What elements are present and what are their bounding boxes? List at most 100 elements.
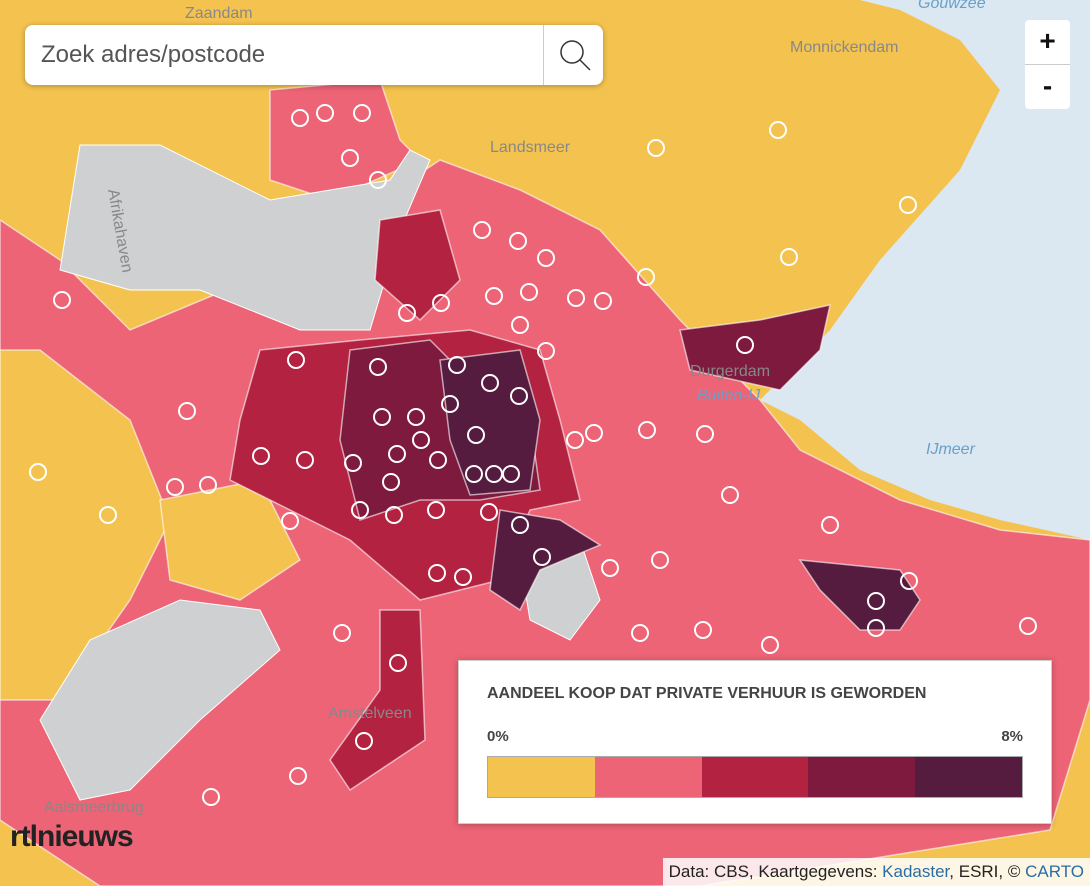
attribution-text: , ESRI, ©: [949, 862, 1026, 881]
zoom-out[interactable]: -: [1025, 65, 1070, 109]
location-marker: [821, 516, 839, 534]
location-marker: [29, 463, 47, 481]
location-marker: [166, 478, 184, 496]
attribution-link[interactable]: Kadaster: [882, 862, 950, 881]
location-marker: [441, 395, 459, 413]
zoom-in[interactable]: +: [1025, 20, 1070, 65]
location-marker: [647, 139, 665, 157]
location-marker: [53, 291, 71, 309]
markers: [29, 104, 1037, 806]
divider: [543, 25, 544, 85]
search-box[interactable]: Zoek adres/postcode: [25, 25, 603, 85]
location-marker: [594, 292, 612, 310]
location-marker: [480, 503, 498, 521]
location-marker: [281, 512, 299, 530]
attribution-text: Data: CBS, Kaartgegevens:: [668, 862, 883, 881]
location-marker: [780, 248, 798, 266]
grey-area: [59, 144, 431, 331]
location-marker: [99, 506, 117, 524]
place-label: Monnickendam: [790, 39, 899, 56]
location-marker: [694, 621, 712, 639]
location-marker: [344, 454, 362, 472]
location-marker: [428, 564, 446, 582]
location-marker: [533, 548, 551, 566]
legend: AANDEEL KOOP DAT PRIVATE VERHUUR IS GEWO…: [458, 660, 1052, 824]
legend-bar: [487, 756, 1023, 798]
location-marker: [867, 619, 885, 637]
location-marker: [369, 171, 387, 189]
legend-swatch: [915, 757, 1022, 797]
water: [760, 0, 1090, 540]
location-marker: [585, 424, 603, 442]
location-marker: [638, 421, 656, 439]
region: [439, 349, 541, 496]
location-marker: [509, 232, 527, 250]
location-marker: [448, 356, 466, 374]
legend-swatch: [701, 757, 809, 797]
legend-swatch: [808, 757, 916, 797]
location-marker: [637, 268, 655, 286]
location-marker: [398, 304, 416, 322]
place-label: Zaandam: [185, 5, 253, 22]
location-marker: [199, 476, 217, 494]
location-marker: [316, 104, 334, 122]
location-marker: [427, 501, 445, 519]
location-marker: [389, 654, 407, 672]
legend-max: 8%: [1001, 728, 1023, 745]
place-label: Durgerdam: [690, 363, 770, 380]
search-icon[interactable]: [555, 35, 595, 75]
attribution-link[interactable]: CARTO: [1025, 862, 1084, 881]
location-marker: [511, 316, 529, 334]
grey-area: [39, 599, 281, 801]
location-marker: [296, 451, 314, 469]
location-marker: [537, 342, 555, 360]
region: [374, 209, 461, 322]
place-label: Aalsmeerbrug: [44, 799, 144, 816]
water-label: Buiten-IJ: [697, 387, 761, 404]
location-marker: [769, 121, 787, 139]
location-marker: [467, 426, 485, 444]
region: [798, 559, 921, 631]
location-marker: [432, 294, 450, 312]
location-marker: [333, 624, 351, 642]
location-marker: [899, 196, 917, 214]
legend-swatch: [488, 757, 595, 797]
location-marker: [566, 431, 584, 449]
search-placeholder: Zoek adres/postcode: [41, 41, 266, 68]
location-marker: [353, 104, 371, 122]
location-marker: [388, 445, 406, 463]
location-marker: [631, 624, 649, 642]
location-marker: [289, 767, 307, 785]
location-marker: [373, 408, 391, 426]
legend-min: 0%: [487, 728, 509, 745]
location-marker: [178, 402, 196, 420]
location-marker: [510, 387, 528, 405]
water-label: Gouwzee: [918, 0, 986, 12]
location-marker: [485, 287, 503, 305]
location-marker: [369, 358, 387, 376]
location-marker: [601, 559, 619, 577]
logo: rtlnieuws: [10, 820, 134, 853]
location-marker: [202, 788, 220, 806]
location-marker: [736, 336, 754, 354]
region: [679, 304, 831, 391]
location-marker: [465, 465, 483, 483]
location-marker: [651, 551, 669, 569]
location-marker: [511, 516, 529, 534]
location-marker: [520, 283, 538, 301]
water-label: IJmeer: [926, 441, 976, 458]
location-marker: [355, 732, 373, 750]
location-marker: [252, 447, 270, 465]
location-marker: [867, 592, 885, 610]
location-marker: [696, 425, 714, 443]
location-marker: [502, 465, 520, 483]
location-marker: [429, 451, 447, 469]
location-marker: [382, 473, 400, 491]
location-marker: [900, 572, 918, 590]
location-marker: [407, 408, 425, 426]
attribution: Data: CBS, Kaartgegevens: Kadaster, ESRI…: [662, 858, 1090, 886]
location-marker: [291, 109, 309, 127]
place-label: Landsmeer: [490, 139, 571, 156]
location-marker: [351, 501, 369, 519]
